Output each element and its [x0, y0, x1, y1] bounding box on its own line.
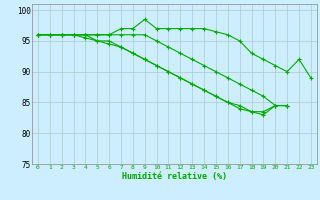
X-axis label: Humidité relative (%): Humidité relative (%) [122, 172, 227, 181]
